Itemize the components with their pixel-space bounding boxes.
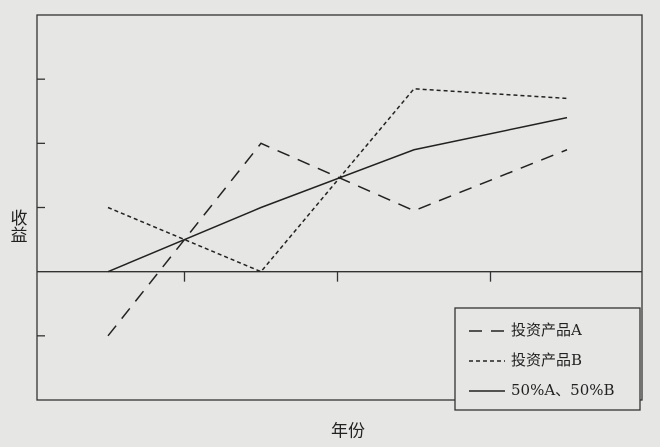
legend-label: 50%A、50%B bbox=[511, 381, 615, 399]
legend-box bbox=[454, 307, 641, 411]
legend-label: 投资产品A bbox=[511, 321, 582, 339]
series-line bbox=[107, 142, 568, 337]
legend-label: 投资产品B bbox=[511, 351, 582, 369]
series-line bbox=[107, 88, 568, 273]
x-axis-label: 年份 bbox=[331, 422, 365, 442]
series-line bbox=[107, 116, 568, 273]
y-axis-label: 收益 bbox=[7, 209, 28, 243]
